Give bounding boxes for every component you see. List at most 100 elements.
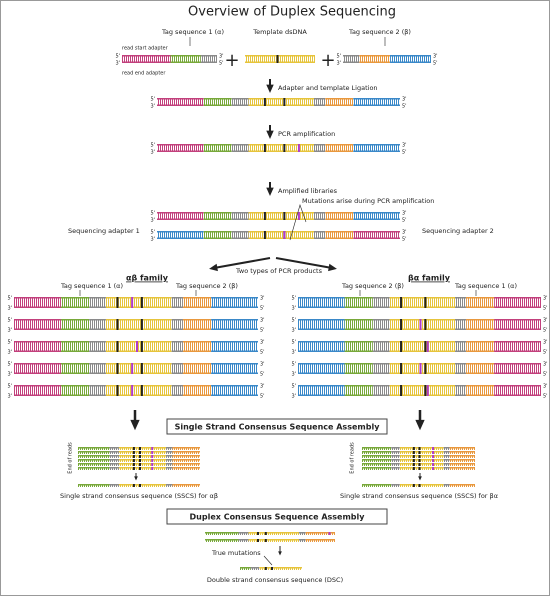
base-mark — [283, 98, 286, 106]
dna-segment — [171, 385, 183, 396]
strand — [166, 467, 173, 469]
strand — [248, 212, 315, 214]
dna-segment — [211, 319, 258, 330]
strand — [362, 459, 392, 461]
dna-segment — [389, 341, 456, 352]
strand — [389, 363, 456, 365]
strand — [314, 98, 326, 100]
strand — [389, 319, 456, 321]
dna-segment — [89, 341, 106, 352]
strand — [389, 328, 456, 330]
strand — [305, 532, 335, 534]
strand — [391, 484, 400, 486]
strand — [182, 328, 212, 330]
strand — [118, 455, 167, 457]
strand — [78, 459, 110, 461]
strand — [466, 363, 495, 365]
base-mark — [263, 212, 266, 220]
box — [166, 508, 388, 525]
dna-segment — [60, 319, 90, 330]
strand — [449, 459, 475, 461]
strand — [314, 150, 326, 152]
strand — [325, 231, 354, 233]
strand — [449, 463, 475, 465]
base-mark — [116, 341, 119, 352]
mutation — [283, 231, 286, 239]
strand — [353, 104, 400, 106]
strand — [353, 237, 400, 239]
strand — [443, 467, 450, 469]
base-mark — [139, 447, 141, 450]
base-mark — [418, 455, 421, 458]
end-label: 3' — [7, 372, 12, 378]
strand — [157, 231, 204, 233]
end-label: 5' — [402, 150, 407, 156]
strand — [455, 372, 467, 374]
end-label: 3' — [291, 372, 296, 378]
mutation — [432, 455, 435, 458]
strand — [157, 212, 204, 214]
strand — [182, 363, 212, 365]
dna-segment — [182, 385, 212, 396]
dna-segment — [89, 385, 106, 396]
label: read end adapter — [122, 71, 166, 77]
end-label: 3' — [402, 143, 407, 149]
end-label: 3' — [260, 362, 265, 368]
strand — [157, 98, 204, 100]
dna-segment — [60, 297, 90, 308]
strand — [325, 150, 354, 152]
base-mark — [257, 532, 259, 535]
strand — [14, 350, 61, 352]
step-label: Amplified libraries — [278, 187, 338, 195]
arrow-head — [328, 263, 337, 272]
strand — [14, 372, 61, 374]
strand — [372, 363, 390, 365]
strand — [399, 467, 444, 469]
strand — [14, 328, 61, 330]
strand — [171, 341, 183, 343]
label: Two types of PCR products — [235, 267, 323, 275]
strand — [325, 144, 354, 146]
strand — [240, 567, 251, 569]
strand — [298, 341, 345, 343]
strand — [344, 328, 373, 330]
strand — [171, 372, 183, 374]
strand — [389, 394, 456, 396]
dna-segment — [298, 297, 345, 308]
base-mark — [116, 363, 119, 374]
strand — [211, 328, 258, 330]
strand — [298, 328, 345, 330]
end-label: 5' — [7, 318, 12, 324]
label: Tag sequence 2 (β) — [175, 282, 238, 290]
dna-segment — [231, 231, 249, 239]
label: End of reads — [350, 442, 356, 474]
dna-segment — [359, 55, 391, 63]
dna-segment — [105, 363, 172, 374]
strand — [344, 385, 373, 387]
strand — [89, 328, 106, 330]
strand — [325, 218, 354, 220]
strand — [166, 484, 173, 486]
mutation — [136, 341, 138, 352]
dna-segment — [314, 144, 326, 152]
strand — [60, 328, 90, 330]
strand — [298, 297, 345, 299]
strand — [171, 394, 183, 396]
strand — [211, 319, 258, 321]
strand — [122, 55, 171, 57]
base-mark — [276, 55, 279, 63]
strand — [105, 385, 172, 387]
strand — [118, 447, 167, 449]
strand — [211, 363, 258, 365]
dna-segment — [171, 319, 183, 330]
strand — [449, 455, 475, 457]
end-label: 5' — [150, 230, 155, 236]
base-mark — [412, 484, 415, 487]
end-label: 3' — [291, 350, 296, 356]
end-label: 5' — [402, 104, 407, 110]
dna-segment — [248, 231, 315, 239]
end-label: 5' — [150, 97, 155, 103]
dna-segment — [157, 144, 204, 152]
base-mark — [132, 463, 135, 466]
base-mark — [418, 484, 421, 487]
